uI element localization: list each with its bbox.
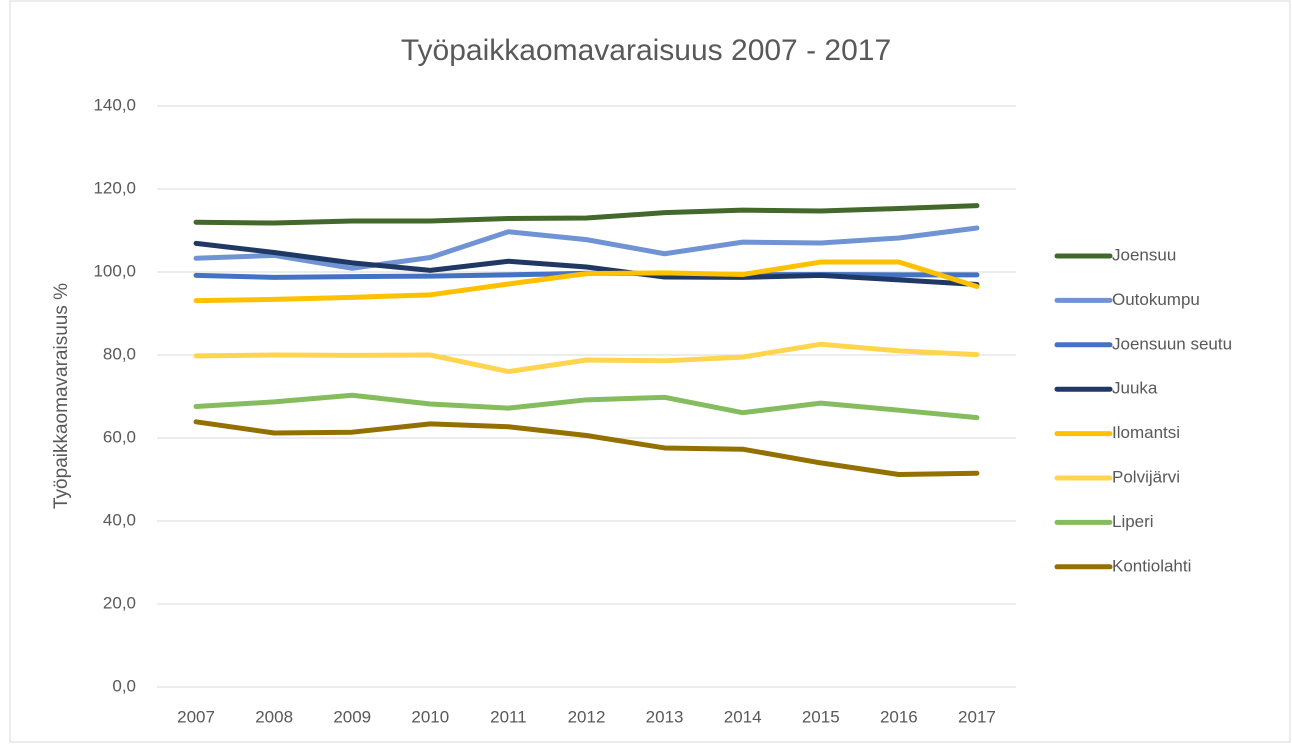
x-tick-label: 2011 xyxy=(490,707,527,726)
legend-label: Liperi xyxy=(1112,512,1154,531)
series-line xyxy=(193,225,980,271)
series-line xyxy=(193,341,980,375)
legend-label: Kontiolahti xyxy=(1112,556,1191,575)
y-tick-label: 120,0 xyxy=(93,178,136,197)
x-tick-label: 2007 xyxy=(177,707,215,726)
y-tick-label: 140,0 xyxy=(93,95,136,114)
x-tick-label: 2009 xyxy=(333,707,371,726)
x-tick-label: 2008 xyxy=(255,707,293,726)
y-tick-label: 20,0 xyxy=(103,593,136,612)
y-tick-label: 80,0 xyxy=(103,344,136,363)
x-tick-label: 2010 xyxy=(411,707,449,726)
chart-title: Työpaikkaomavaraisuus 2007 - 2017 xyxy=(401,34,891,67)
y-tick-label: 60,0 xyxy=(103,427,136,446)
chart-frame xyxy=(9,0,1291,743)
series-line xyxy=(193,259,980,304)
x-tick-label: 2014 xyxy=(724,707,762,726)
x-tick-label: 2016 xyxy=(880,707,918,726)
legend-label: Polvijärvi xyxy=(1112,467,1180,486)
series-line xyxy=(193,392,980,421)
series-line xyxy=(193,240,980,287)
x-tick-label: 2017 xyxy=(958,707,996,726)
legend-label: Ilomantsi xyxy=(1112,423,1180,442)
x-tick-label: 2012 xyxy=(568,707,606,726)
legend-label: Joensuu xyxy=(1112,245,1176,264)
legend-label: Outokumpu xyxy=(1112,290,1200,309)
y-tick-label: 40,0 xyxy=(103,510,136,529)
x-tick-label: 2013 xyxy=(646,707,684,726)
y-tick-label: 100,0 xyxy=(93,261,136,280)
series-line xyxy=(193,419,980,478)
y-axis-label: Työpaikkaomavaraisuus % xyxy=(51,283,72,509)
series-line xyxy=(193,203,980,226)
legend-label: Juuka xyxy=(1112,379,1158,398)
x-tick-label: 2015 xyxy=(802,707,840,726)
legend-label: Joensuun seutu xyxy=(1112,334,1232,353)
y-tick-label: 0,0 xyxy=(112,676,136,695)
